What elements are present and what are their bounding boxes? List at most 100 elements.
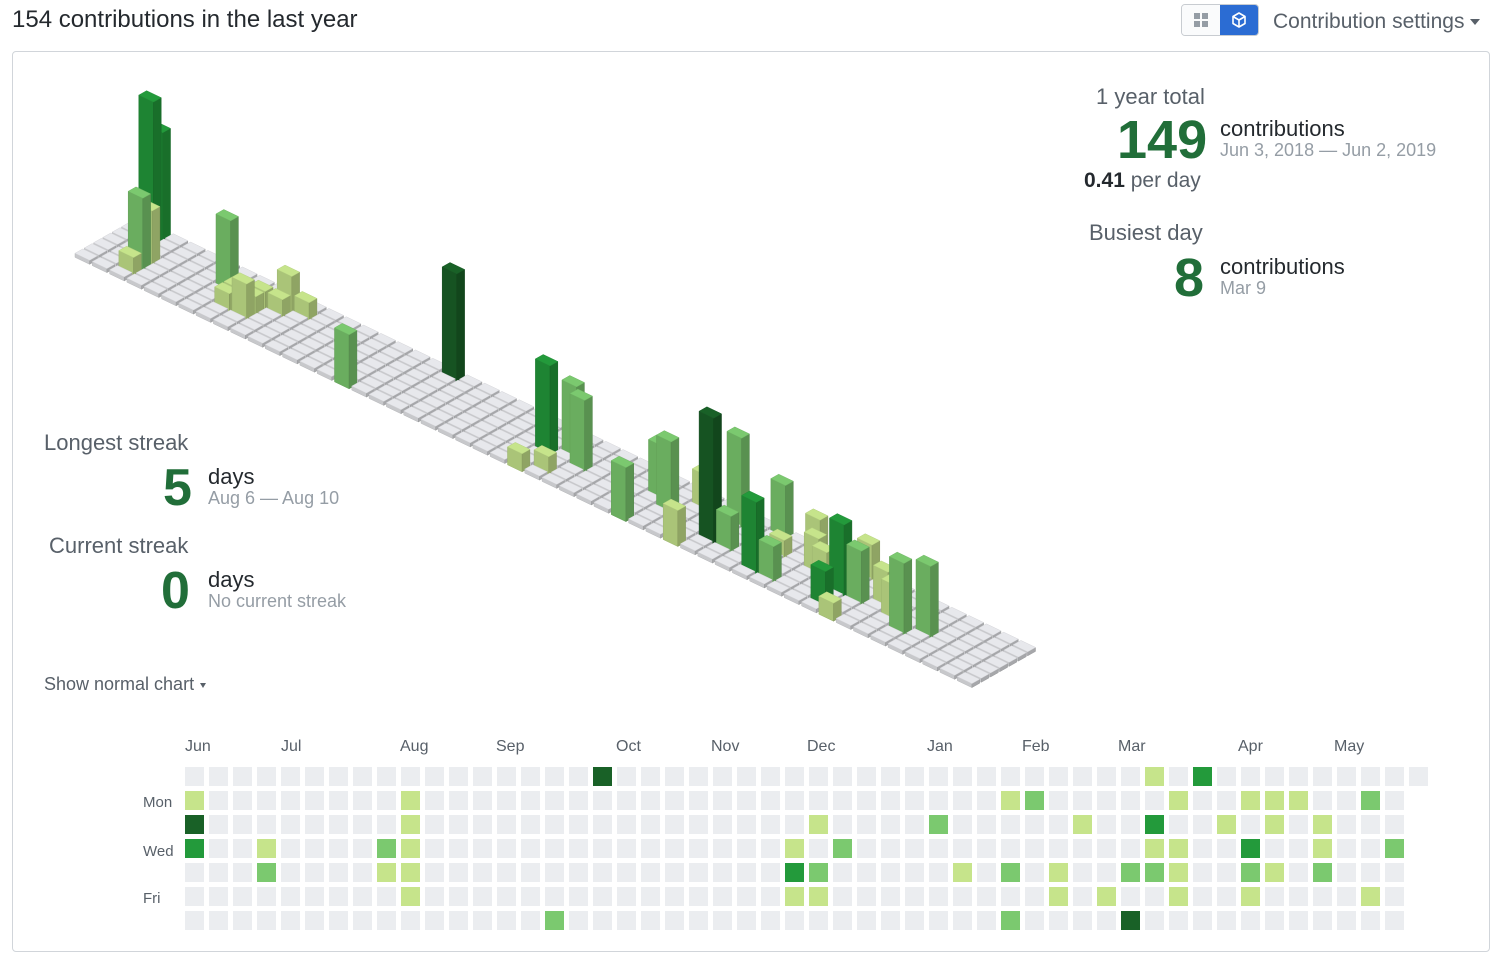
calendar-day-cell[interactable] bbox=[809, 815, 828, 834]
calendar-day-cell[interactable] bbox=[353, 887, 372, 906]
calendar-day-cell[interactable] bbox=[473, 767, 492, 786]
calendar-day-cell[interactable] bbox=[305, 863, 324, 882]
calendar-day-cell[interactable] bbox=[1289, 767, 1308, 786]
calendar-day-cell[interactable] bbox=[857, 815, 876, 834]
calendar-day-cell[interactable] bbox=[401, 839, 420, 858]
calendar-day-cell[interactable] bbox=[521, 767, 540, 786]
calendar-day-cell[interactable] bbox=[257, 791, 276, 810]
calendar-day-cell[interactable] bbox=[1145, 839, 1164, 858]
calendar-day-cell[interactable] bbox=[1313, 839, 1332, 858]
calendar-day-cell[interactable] bbox=[833, 911, 852, 930]
calendar-day-cell[interactable] bbox=[1121, 839, 1140, 858]
calendar-day-cell[interactable] bbox=[449, 863, 468, 882]
calendar-day-cell[interactable] bbox=[1217, 911, 1236, 930]
calendar-day-cell[interactable] bbox=[1385, 839, 1404, 858]
calendar-day-cell[interactable] bbox=[1241, 791, 1260, 810]
calendar-day-cell[interactable] bbox=[1097, 911, 1116, 930]
calendar-day-cell[interactable] bbox=[281, 815, 300, 834]
calendar-day-cell[interactable] bbox=[1169, 863, 1188, 882]
calendar-day-cell[interactable] bbox=[1385, 767, 1404, 786]
calendar-day-cell[interactable] bbox=[1145, 863, 1164, 882]
calendar-day-cell[interactable] bbox=[1145, 767, 1164, 786]
calendar-day-cell[interactable] bbox=[593, 839, 612, 858]
calendar-day-cell[interactable] bbox=[1097, 815, 1116, 834]
calendar-day-cell[interactable] bbox=[1097, 767, 1116, 786]
calendar-day-cell[interactable] bbox=[329, 815, 348, 834]
calendar-day-cell[interactable] bbox=[185, 911, 204, 930]
calendar-day-cell[interactable] bbox=[857, 839, 876, 858]
calendar-day-cell[interactable] bbox=[1385, 815, 1404, 834]
calendar-day-cell[interactable] bbox=[689, 887, 708, 906]
calendar-day-cell[interactable] bbox=[281, 863, 300, 882]
calendar-day-cell[interactable] bbox=[785, 791, 804, 810]
calendar-day-cell[interactable] bbox=[1313, 815, 1332, 834]
calendar-day-cell[interactable] bbox=[257, 839, 276, 858]
calendar-day-cell[interactable] bbox=[1073, 863, 1092, 882]
calendar-day-cell[interactable] bbox=[857, 863, 876, 882]
calendar-day-cell[interactable] bbox=[1193, 767, 1212, 786]
calendar-day-cell[interactable] bbox=[1169, 839, 1188, 858]
calendar-day-cell[interactable] bbox=[857, 791, 876, 810]
calendar-day-cell[interactable] bbox=[425, 815, 444, 834]
calendar-day-cell[interactable] bbox=[1289, 815, 1308, 834]
view-toggle[interactable] bbox=[1181, 4, 1259, 36]
calendar-day-cell[interactable] bbox=[521, 887, 540, 906]
calendar-day-cell[interactable] bbox=[1337, 911, 1356, 930]
calendar-day-cell[interactable] bbox=[1049, 767, 1068, 786]
calendar-day-cell[interactable] bbox=[617, 863, 636, 882]
calendar-day-cell[interactable] bbox=[569, 839, 588, 858]
calendar-day-cell[interactable] bbox=[257, 767, 276, 786]
calendar-day-cell[interactable] bbox=[833, 767, 852, 786]
calendar-day-cell[interactable] bbox=[1385, 791, 1404, 810]
calendar-day-cell[interactable] bbox=[929, 767, 948, 786]
calendar-day-cell[interactable] bbox=[1001, 887, 1020, 906]
calendar-day-cell[interactable] bbox=[1361, 815, 1380, 834]
calendar-day-cell[interactable] bbox=[905, 839, 924, 858]
calendar-day-cell[interactable] bbox=[665, 839, 684, 858]
calendar-day-cell[interactable] bbox=[1073, 791, 1092, 810]
calendar-day-cell[interactable] bbox=[401, 815, 420, 834]
calendar-day-cell[interactable] bbox=[905, 863, 924, 882]
calendar-day-cell[interactable] bbox=[281, 911, 300, 930]
calendar-day-cell[interactable] bbox=[1001, 863, 1020, 882]
calendar-day-cell[interactable] bbox=[905, 815, 924, 834]
calendar-day-cell[interactable] bbox=[1217, 839, 1236, 858]
calendar-day-cell[interactable] bbox=[1193, 911, 1212, 930]
calendar-day-cell[interactable] bbox=[1241, 911, 1260, 930]
calendar-day-cell[interactable] bbox=[1265, 863, 1284, 882]
calendar-day-cell[interactable] bbox=[353, 791, 372, 810]
calendar-day-cell[interactable] bbox=[473, 887, 492, 906]
calendar-day-cell[interactable] bbox=[1169, 791, 1188, 810]
calendar-day-cell[interactable] bbox=[737, 815, 756, 834]
calendar-day-cell[interactable] bbox=[545, 863, 564, 882]
calendar-day-cell[interactable] bbox=[1025, 767, 1044, 786]
calendar-day-cell[interactable] bbox=[809, 863, 828, 882]
calendar-day-cell[interactable] bbox=[689, 863, 708, 882]
cube-view-button[interactable] bbox=[1220, 5, 1258, 35]
calendar-day-cell[interactable] bbox=[449, 767, 468, 786]
calendar-day-cell[interactable] bbox=[857, 887, 876, 906]
calendar-day-cell[interactable] bbox=[1313, 767, 1332, 786]
calendar-day-cell[interactable] bbox=[617, 839, 636, 858]
calendar-day-cell[interactable] bbox=[545, 887, 564, 906]
calendar-day-cell[interactable] bbox=[953, 911, 972, 930]
calendar-day-cell[interactable] bbox=[737, 887, 756, 906]
calendar-day-cell[interactable] bbox=[881, 791, 900, 810]
calendar-day-cell[interactable] bbox=[1073, 887, 1092, 906]
calendar-day-cell[interactable] bbox=[977, 815, 996, 834]
calendar-day-cell[interactable] bbox=[953, 767, 972, 786]
calendar-day-cell[interactable] bbox=[761, 791, 780, 810]
calendar-day-cell[interactable] bbox=[713, 767, 732, 786]
calendar-day-cell[interactable] bbox=[1169, 767, 1188, 786]
calendar-day-cell[interactable] bbox=[953, 863, 972, 882]
calendar-day-cell[interactable] bbox=[1361, 863, 1380, 882]
calendar-day-cell[interactable] bbox=[593, 815, 612, 834]
calendar-day-cell[interactable] bbox=[1121, 791, 1140, 810]
calendar-day-cell[interactable] bbox=[1073, 839, 1092, 858]
calendar-day-cell[interactable] bbox=[353, 911, 372, 930]
calendar-day-cell[interactable] bbox=[641, 863, 660, 882]
calendar-day-cell[interactable] bbox=[1361, 839, 1380, 858]
calendar-day-cell[interactable] bbox=[353, 863, 372, 882]
calendar-day-cell[interactable] bbox=[233, 911, 252, 930]
calendar-day-cell[interactable] bbox=[233, 839, 252, 858]
